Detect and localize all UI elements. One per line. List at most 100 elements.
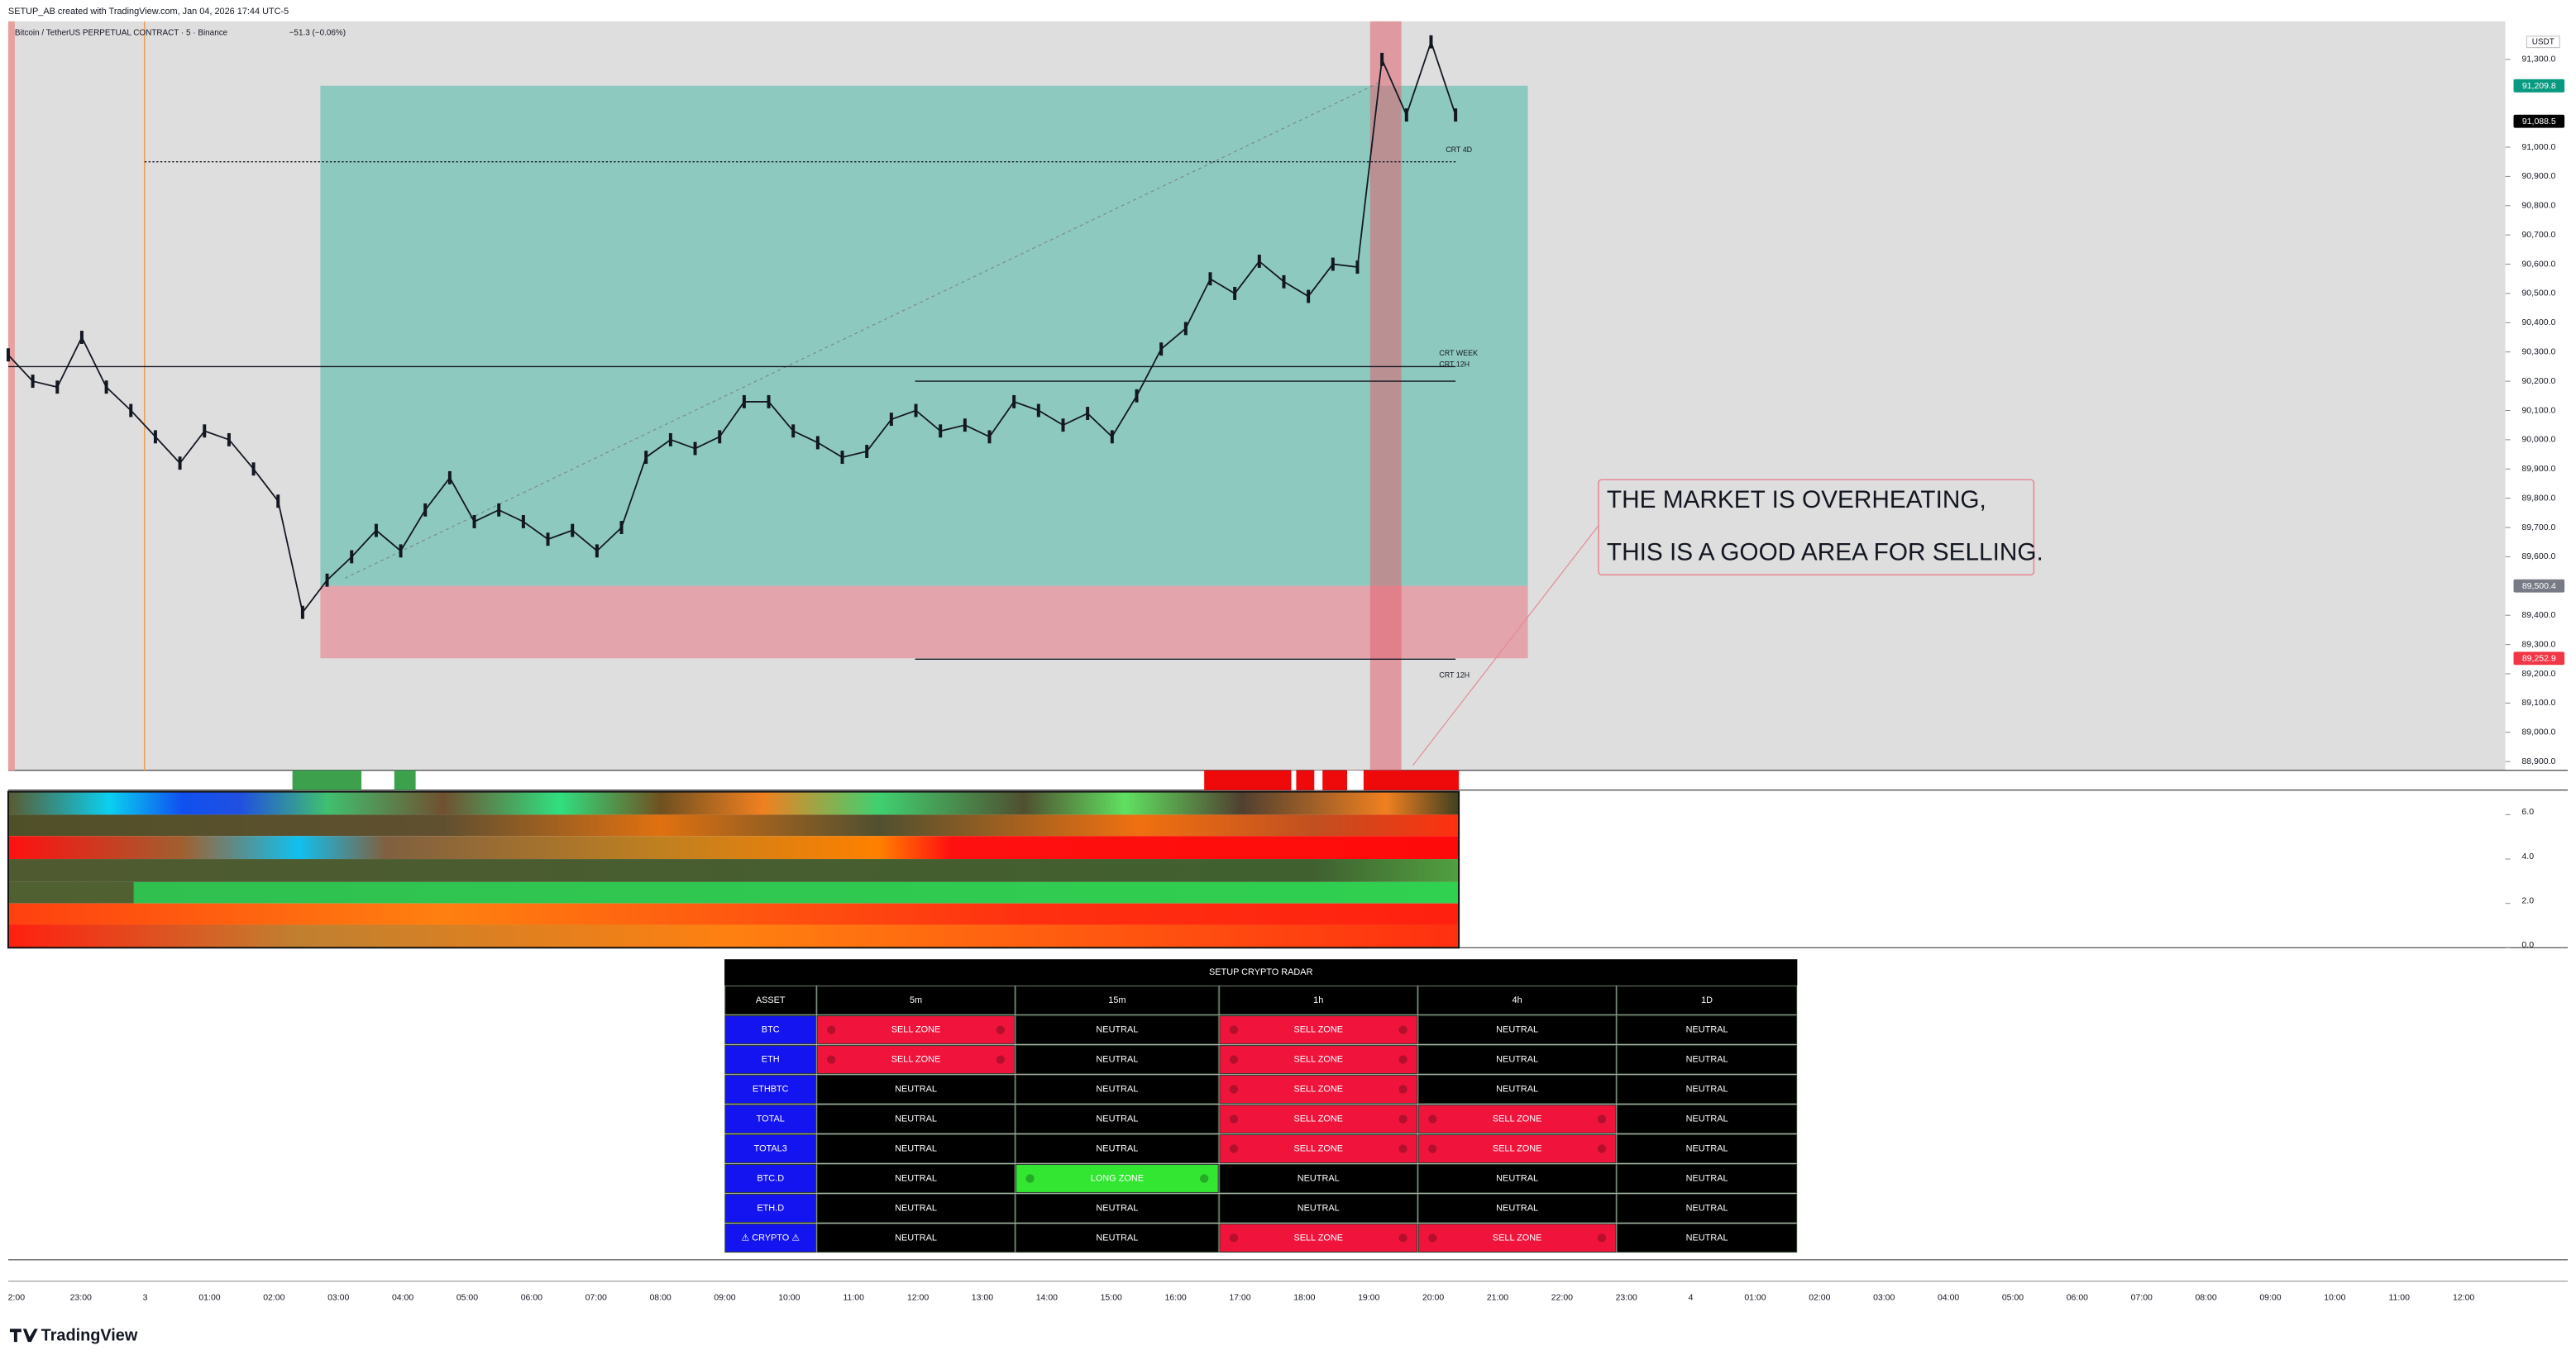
cell-dot — [1398, 1055, 1407, 1064]
column-header: 1D — [1701, 995, 1713, 1005]
time-label: 21:00 — [1487, 1292, 1508, 1302]
asset-label: ⚠ CRYPTO ⚠ — [741, 1233, 800, 1243]
cell-dot — [1597, 1144, 1607, 1153]
cell-dot — [1398, 1144, 1407, 1153]
signal-label-cell — [816, 1014, 1016, 1045]
time-label: 23:00 — [70, 1292, 92, 1302]
asset-label: ETH — [762, 1055, 780, 1065]
asset-label-cell — [724, 1074, 817, 1105]
candle — [104, 380, 108, 394]
candle — [1331, 257, 1335, 271]
signal-label: SELL ZONE — [1493, 1114, 1542, 1124]
price-tick-label: 89,900.0 — [2521, 464, 2555, 474]
time-label: 19:00 — [1358, 1292, 1379, 1302]
signal-label: NEUTRAL — [1096, 1114, 1138, 1124]
signal-label: NEUTRAL — [1686, 1203, 1728, 1213]
signal-label: NEUTRAL — [1496, 1025, 1538, 1035]
candle — [1135, 389, 1139, 403]
cell-dot — [1428, 1234, 1437, 1243]
price-tick-label: 91,000.0 — [2521, 142, 2555, 152]
time-label: 16:00 — [1164, 1292, 1186, 1302]
time-label: 04:00 — [1938, 1292, 1959, 1302]
time-label: 11:00 — [2388, 1292, 2410, 1302]
signal-label-cell — [1015, 1014, 1219, 1045]
zone — [320, 585, 1528, 659]
signal-label: NEUTRAL — [895, 1203, 937, 1213]
heatmap-row — [7, 903, 1460, 925]
signal-label-cell — [816, 1044, 1016, 1075]
signal-label-cell — [1417, 1104, 1617, 1134]
currency: USDT — [2532, 37, 2554, 46]
signal-label-cell — [1219, 1163, 1418, 1194]
cell-dot — [1025, 1174, 1035, 1183]
signal-label-cell — [1015, 1104, 1219, 1134]
level-label: CRT WEEK — [1439, 349, 1478, 357]
candle — [791, 424, 796, 438]
candle — [889, 413, 893, 427]
time-label: 14:00 — [1036, 1292, 1058, 1302]
cell-dot — [827, 1055, 836, 1064]
indicator-tick-label: 4.0 — [2521, 852, 2534, 861]
level-label: CRT 12H — [1439, 360, 1470, 369]
candle — [447, 470, 452, 484]
asset-label: ETHBTC — [753, 1084, 789, 1094]
candle — [1454, 108, 1458, 122]
signal-label: SELL ZONE — [891, 1025, 941, 1035]
signal-block — [394, 770, 416, 790]
cell-dot — [1200, 1174, 1209, 1183]
price-tick-label: 90,100.0 — [2521, 405, 2555, 415]
cell-dot — [996, 1025, 1006, 1034]
price-badge-label: 91,088.5 — [2522, 117, 2556, 126]
signal-label-cell — [1219, 1104, 1418, 1134]
time-label: 18:00 — [1293, 1292, 1315, 1302]
price-tick-label: 89,400.0 — [2521, 610, 2555, 620]
time-label: 01:00 — [1744, 1292, 1766, 1302]
candle — [399, 544, 403, 558]
price-tick-label: 89,000.0 — [2521, 728, 2555, 737]
time-label: 17:00 — [1229, 1292, 1250, 1302]
signal-label-cell — [1417, 1074, 1617, 1105]
signal-label-cell — [1617, 1014, 1798, 1045]
candle — [55, 380, 60, 394]
signal-label: SELL ZONE — [1293, 1114, 1343, 1124]
signal-label: NEUTRAL — [1686, 1173, 1728, 1183]
candle — [178, 456, 182, 470]
signal-label-cell — [1617, 1044, 1798, 1075]
asset-label-cell — [724, 1193, 817, 1224]
candle — [718, 430, 722, 444]
signal-label-cell — [1617, 1074, 1798, 1105]
signal-label: NEUTRAL — [1496, 1173, 1538, 1183]
currency-box — [2526, 36, 2560, 49]
signal-label-cell — [1219, 1044, 1418, 1075]
signal-label: NEUTRAL — [1096, 1203, 1138, 1213]
signal-label-cell — [1015, 1193, 1219, 1224]
candle — [6, 348, 10, 362]
asset-label-cell — [724, 1104, 817, 1134]
cell-dot — [1229, 1114, 1239, 1124]
signal-label: NEUTRAL — [1496, 1084, 1538, 1094]
candle — [1355, 260, 1360, 274]
cell-dot — [1398, 1114, 1407, 1124]
signal-gap — [1347, 770, 1364, 790]
signal-block — [292, 770, 362, 790]
signal-label-cell — [1219, 1193, 1418, 1224]
time-label: 09:00 — [2259, 1292, 2281, 1302]
candle — [1429, 35, 1433, 49]
column-header-cell — [1015, 985, 1219, 1015]
candle — [939, 424, 943, 438]
signal-label: NEUTRAL — [1096, 1233, 1138, 1243]
column-header-cell — [816, 985, 1016, 1015]
candle — [521, 515, 525, 528]
candle — [1036, 403, 1040, 418]
asset-label-cell — [724, 1014, 817, 1045]
candle — [300, 605, 304, 619]
signal-label: NEUTRAL — [895, 1084, 937, 1094]
signal-label-cell — [1015, 1163, 1219, 1194]
signal-label: SELL ZONE — [1293, 1233, 1343, 1243]
asset-label-cell — [724, 1133, 817, 1164]
price-tick-label: 90,900.0 — [2521, 171, 2555, 181]
signal-label: NEUTRAL — [1686, 1143, 1728, 1153]
candle — [129, 403, 133, 418]
annotation-text: THE MARKET IS OVERHEATING, — [1607, 486, 1986, 513]
signal-label: SELL ZONE — [1493, 1233, 1542, 1243]
